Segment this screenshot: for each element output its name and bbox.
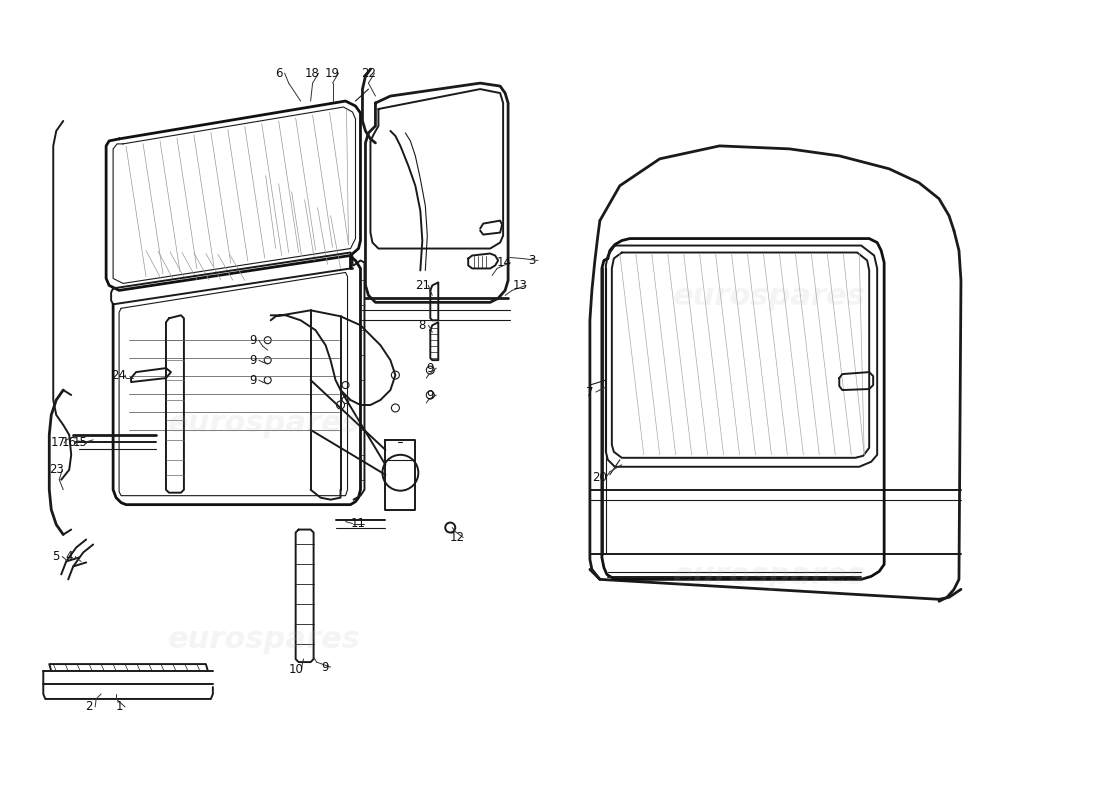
Text: 4: 4	[66, 550, 73, 563]
Circle shape	[427, 366, 434, 374]
Text: 8: 8	[419, 318, 426, 332]
Text: eurospares: eurospares	[673, 282, 866, 311]
Circle shape	[337, 401, 344, 409]
Text: 9: 9	[427, 362, 434, 374]
Text: 11: 11	[351, 517, 366, 530]
Text: 6: 6	[275, 66, 283, 80]
Circle shape	[342, 397, 349, 403]
Circle shape	[264, 377, 272, 383]
Text: 24: 24	[111, 369, 126, 382]
Circle shape	[264, 337, 272, 344]
Circle shape	[427, 391, 434, 399]
Text: 5: 5	[53, 550, 59, 563]
Text: 18: 18	[305, 66, 320, 80]
Circle shape	[342, 382, 349, 389]
Text: 22: 22	[361, 66, 376, 80]
Text: 1: 1	[116, 701, 123, 714]
Text: eurospares: eurospares	[168, 625, 361, 654]
Text: 23: 23	[48, 463, 64, 476]
Text: 17: 17	[51, 436, 66, 450]
Text: 16: 16	[62, 436, 77, 450]
Text: 7: 7	[586, 386, 594, 398]
Text: 3: 3	[528, 254, 536, 267]
Text: 14: 14	[496, 256, 512, 269]
Circle shape	[264, 357, 272, 364]
Text: 20: 20	[593, 471, 607, 484]
Text: 9: 9	[321, 661, 328, 674]
Text: 9: 9	[427, 389, 434, 402]
Text: 10: 10	[288, 662, 304, 675]
Circle shape	[392, 404, 399, 412]
Text: eurospares: eurospares	[673, 561, 866, 590]
Text: 19: 19	[326, 66, 340, 80]
Text: 21: 21	[415, 279, 430, 292]
Text: 15: 15	[73, 436, 88, 450]
Text: eurospares: eurospares	[168, 410, 361, 438]
Text: 2: 2	[86, 701, 92, 714]
Text: 13: 13	[513, 279, 528, 292]
Circle shape	[392, 371, 399, 379]
Text: 9: 9	[249, 374, 256, 386]
Text: 9: 9	[249, 334, 256, 346]
Circle shape	[446, 522, 455, 533]
Text: 9: 9	[249, 354, 256, 366]
Text: 12: 12	[450, 531, 464, 544]
